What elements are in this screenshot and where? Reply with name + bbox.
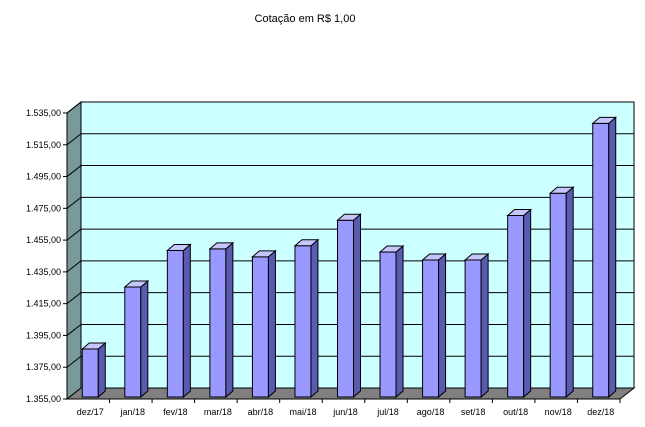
side-wall (66, 100, 82, 401)
y-tick-label: 1.375,00 (26, 362, 61, 372)
bar (123, 279, 150, 399)
bar-front (81, 348, 99, 398)
bar (80, 341, 107, 399)
bar (506, 208, 533, 399)
bar (548, 186, 575, 399)
bar-front (294, 245, 312, 398)
bar-side (97, 341, 106, 399)
y-tick-label: 1.535,00 (26, 108, 61, 118)
y-tick-label: 1.515,00 (26, 140, 61, 150)
bar-top (506, 209, 533, 217)
y-tick-label: 1.415,00 (26, 299, 61, 309)
x-tick-label: fev/18 (163, 407, 188, 417)
gridline (66, 133, 634, 146)
bar-top (251, 250, 277, 258)
bar (421, 252, 447, 399)
gridline (66, 165, 634, 177)
bar-top (421, 253, 447, 261)
bar-side (310, 238, 319, 399)
x-tick-label: ago/18 (417, 407, 445, 417)
bar (293, 238, 320, 399)
bar-front (379, 251, 397, 398)
y-tick-label: 1.495,00 (26, 172, 61, 182)
bar-front (507, 215, 525, 398)
y-tick-label: 1.475,00 (26, 203, 61, 213)
bar-side (608, 116, 617, 399)
bar-top (208, 242, 235, 250)
x-tick-label: mar/18 (204, 407, 232, 417)
bars (80, 116, 618, 399)
gridline (66, 260, 634, 273)
bar-side (565, 186, 574, 399)
bar-side (438, 252, 447, 399)
x-tick-label: out/18 (503, 407, 528, 417)
bar-top (165, 243, 192, 251)
chart-title: Cotação em R$ 1,00 (255, 13, 356, 25)
x-tick-label: mai/18 (289, 407, 316, 417)
x-tick-label: nov/18 (545, 407, 572, 417)
bar-front (549, 192, 567, 398)
gridline (66, 228, 634, 241)
y-tick-label: 1.455,00 (26, 235, 61, 245)
bar-top (463, 253, 490, 261)
bar-side (523, 208, 532, 399)
bar-front (251, 256, 269, 398)
bar-side (225, 241, 234, 399)
bar-top (80, 342, 107, 350)
bar (208, 241, 235, 399)
gridline (66, 196, 634, 209)
bar (591, 116, 618, 399)
bar-front (422, 259, 440, 398)
bar-front (464, 259, 482, 398)
bar-side (182, 243, 191, 399)
bar-front (124, 286, 142, 398)
gridline (66, 101, 634, 114)
chart-gridlines (66, 101, 634, 368)
bar (251, 249, 277, 399)
bar-top (548, 186, 575, 194)
bar-top (378, 245, 405, 253)
bar-top (123, 280, 150, 288)
bar-front (166, 249, 184, 398)
x-axis-ticks: dez/17 jan/18 fev/18 mar/18 abr/18 mai/18 jun/… (67, 398, 621, 417)
bar-side (395, 244, 404, 399)
x-tick-label: set/18 (461, 407, 486, 417)
x-tick-label: jul/18 (376, 407, 399, 417)
bar (165, 243, 192, 399)
x-tick-label: dez/17 (77, 407, 104, 417)
x-tick-label: jun/18 (332, 407, 358, 417)
y-tick-label: 1.435,00 (26, 267, 61, 277)
bar-side (480, 252, 489, 399)
bar-front (209, 248, 227, 398)
x-tick-label: abr/18 (248, 407, 274, 417)
y-axis-ticks: 1.355,00 1.375,00 1.395,00 1.415,00 1.435,00… (26, 108, 67, 404)
gridline (66, 292, 634, 305)
bar-top (336, 213, 362, 221)
bar-front (337, 219, 354, 398)
bar-side (267, 249, 276, 399)
bar (378, 244, 405, 399)
x-tick-label: jan/18 (120, 407, 146, 417)
bar-top (591, 116, 618, 124)
bar-side (353, 213, 361, 399)
y-tick-label: 1.395,00 (26, 330, 61, 340)
x-tick-label: dez/18 (587, 407, 614, 417)
bar (336, 213, 362, 399)
gridline (66, 355, 634, 368)
bar-top (293, 239, 320, 247)
bar (463, 252, 490, 399)
gridline (66, 323, 634, 336)
y-tick-label: 1.355,00 (26, 394, 61, 404)
bar-side (140, 279, 149, 399)
bar-front (592, 122, 610, 398)
